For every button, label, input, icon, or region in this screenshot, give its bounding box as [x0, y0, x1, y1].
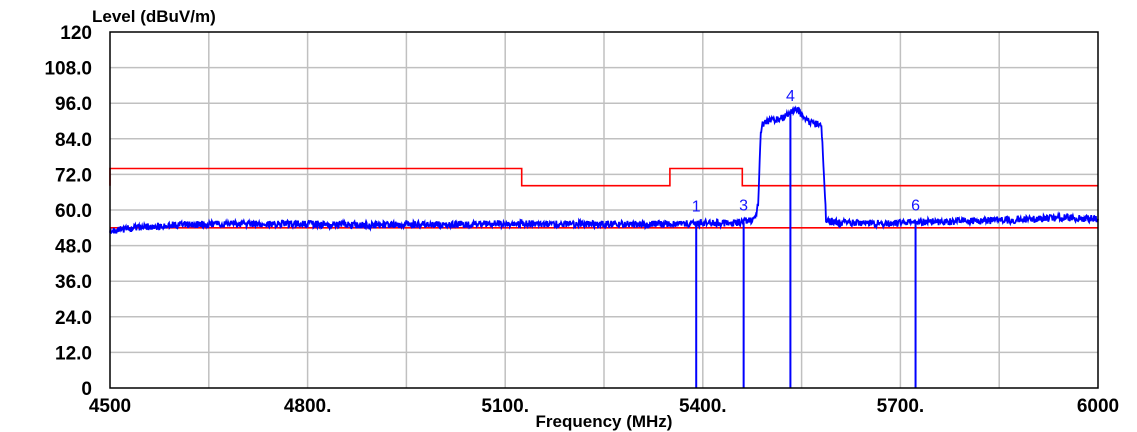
- x-tick-label: 4800.: [284, 396, 332, 417]
- limit-lines: [109, 167, 1098, 229]
- y-tick-label: 12.0: [55, 343, 92, 364]
- y-tick-label: 84.0: [55, 130, 92, 151]
- x-tick-label: 5700.: [877, 396, 925, 417]
- x-tick-label: 5400.: [679, 396, 727, 417]
- marker-label: 3: [739, 197, 748, 214]
- y-tick-label: 36.0: [55, 272, 92, 293]
- y-tick-label: 24.0: [55, 308, 92, 329]
- y-tick-label: 120: [60, 23, 92, 44]
- plot-frame: [109, 31, 1099, 389]
- grid: [110, 32, 1098, 388]
- y-tick-label: 0: [81, 379, 92, 400]
- y-tick-label: 60.0: [55, 201, 92, 222]
- measured-trace-line: [109, 105, 1099, 234]
- x-tick-label: 5100.: [481, 396, 529, 417]
- y-tick-label: 72.0: [55, 165, 92, 186]
- x-tick-label: 4500: [89, 396, 131, 417]
- x-axis-title: Frequency (MHz): [536, 412, 673, 431]
- markers: 1 3 4 6: [692, 88, 920, 388]
- y-tick-label: 48.0: [55, 237, 92, 258]
- y-axis-ticks: 0 12.0 24.0 36.0 48.0 60.0 72.0 84.0 96.0 108.0 12…: [44, 23, 92, 400]
- x-tick-label: 6000: [1077, 396, 1119, 417]
- marker-label: 1: [692, 198, 701, 215]
- y-axis-title: Level (dBuV/m): [92, 7, 216, 26]
- x-axis-ticks: 4500 4800. 5100. 5400. 5700. 6000: [89, 396, 1119, 417]
- y-tick-label: 96.0: [55, 94, 92, 115]
- y-tick-label: 108.0: [44, 59, 92, 80]
- marker-label: 6: [911, 197, 920, 214]
- limit-line-upper: [109, 167, 1098, 187]
- marker-label: 4: [786, 88, 795, 105]
- measured-trace-layer: [109, 105, 1099, 234]
